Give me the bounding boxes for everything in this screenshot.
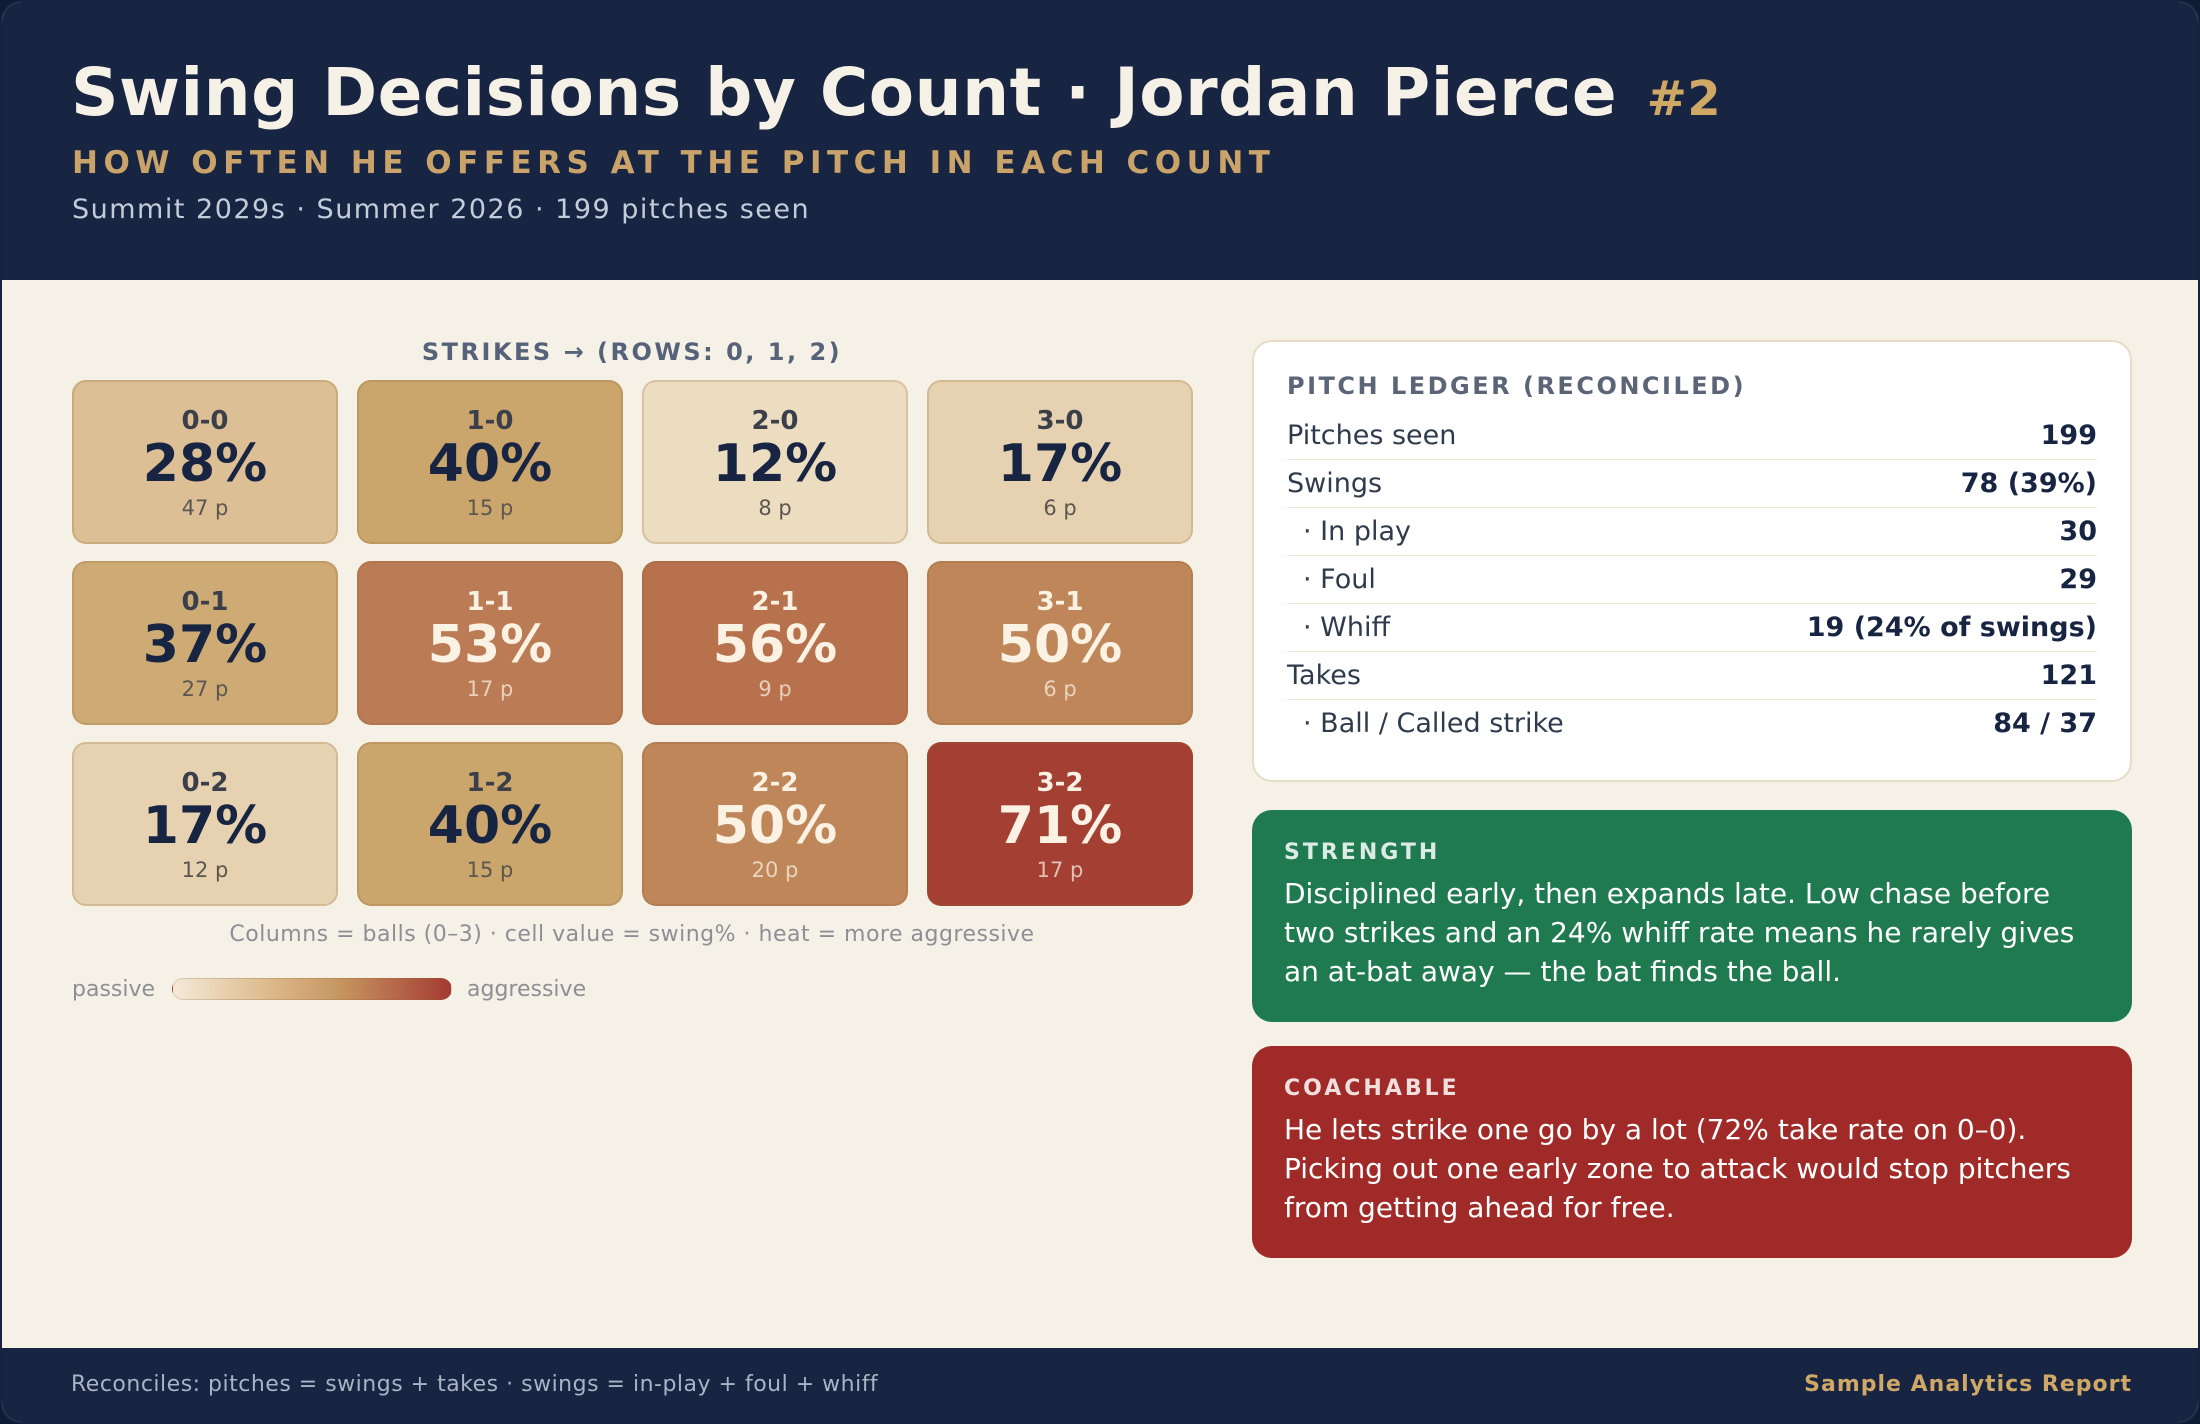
count-label: 0-1 bbox=[181, 587, 229, 617]
count-label: 1-2 bbox=[466, 768, 514, 798]
count-cell-0-1: 0-1 37% 27 p bbox=[72, 561, 338, 725]
ledger-value: 199 bbox=[2040, 420, 2097, 451]
count-cell-2-1: 2-1 56% 9 p bbox=[642, 561, 908, 725]
count-label: 3-0 bbox=[1036, 406, 1084, 436]
ledger-title: PITCH LEDGER (RECONCILED) bbox=[1287, 372, 1747, 400]
count-cell-0-2: 0-2 17% 12 p bbox=[72, 742, 338, 906]
ledger-value: 29 bbox=[2059, 564, 2097, 595]
swing-percent: 53% bbox=[427, 615, 553, 675]
swing-percent: 71% bbox=[997, 796, 1123, 856]
count-label: 2-2 bbox=[751, 768, 799, 798]
swing-percent: 40% bbox=[427, 796, 553, 856]
count-label: 3-1 bbox=[1036, 587, 1084, 617]
count-cell-1-2: 1-2 40% 15 p bbox=[357, 742, 623, 906]
swing-percent: 56% bbox=[712, 615, 838, 675]
pitch-count: 17 p bbox=[466, 677, 514, 701]
pitch-count: 12 p bbox=[181, 858, 229, 882]
ledger-value: 30 bbox=[2059, 516, 2097, 547]
ledger-label: Pitches seen bbox=[1287, 420, 1457, 451]
count-label: 0-2 bbox=[181, 768, 229, 798]
count-label: 1-1 bbox=[466, 587, 514, 617]
ledger-label: Takes bbox=[1287, 660, 1361, 691]
count-label: 1-0 bbox=[466, 406, 514, 436]
swing-percent: 17% bbox=[142, 796, 268, 856]
ledger-label: · Ball / Called strike bbox=[1303, 708, 1564, 739]
swing-percent: 37% bbox=[142, 615, 268, 675]
ledger-row-in-play: · In play 30 bbox=[1287, 508, 2097, 556]
header: Swing Decisions by Count · Jordan Pierce… bbox=[2, 2, 2198, 280]
ledger-label: · Whiff bbox=[1303, 612, 1391, 643]
grid-note: Columns = balls (0–3) · cell value = swi… bbox=[229, 922, 1035, 947]
coachable-card: COACHABLE He lets strike one go by a lot… bbox=[1252, 1046, 2132, 1258]
ledger-value: 84 / 37 bbox=[1993, 708, 2097, 739]
pitch-count: 20 p bbox=[751, 858, 799, 882]
count-label: 2-0 bbox=[751, 406, 799, 436]
heat-legend-bar bbox=[172, 978, 452, 1000]
swing-percent: 50% bbox=[712, 796, 838, 856]
count-cell-1-1: 1-1 53% 17 p bbox=[357, 561, 623, 725]
swing-percent: 17% bbox=[997, 434, 1123, 494]
ledger-value: 121 bbox=[2040, 660, 2097, 691]
pitch-count: 15 p bbox=[466, 858, 514, 882]
pitch-count: 47 p bbox=[181, 496, 229, 520]
ledger-row-foul: · Foul 29 bbox=[1287, 556, 2097, 604]
ledger-value: 78 (39%) bbox=[1960, 468, 2097, 499]
count-cell-3-2: 3-2 71% 17 p bbox=[927, 742, 1193, 906]
pitch-count: 6 p bbox=[1043, 496, 1077, 520]
count-label: 0-0 bbox=[181, 406, 229, 436]
footer-brand: Sample Analytics Report bbox=[1804, 1372, 2132, 1397]
page-meta: Summit 2029s · Summer 2026 · 199 pitches… bbox=[72, 194, 811, 225]
pitch-count: 15 p bbox=[466, 496, 514, 520]
footer: Reconciles: pitches = swings + takes · s… bbox=[2, 1348, 2198, 1422]
count-label: 3-2 bbox=[1036, 768, 1084, 798]
title-text: Swing Decisions by Count · Jordan Pierce bbox=[71, 54, 1618, 131]
ledger-row-takes: Takes 121 bbox=[1287, 652, 2097, 700]
footer-note: Reconciles: pitches = swings + takes · s… bbox=[71, 1372, 879, 1397]
swing-percent: 28% bbox=[142, 434, 268, 494]
coachable-kicker: COACHABLE bbox=[1284, 1076, 1460, 1101]
swing-percent: 50% bbox=[997, 615, 1123, 675]
strength-text: Disciplined early, then expands late. Lo… bbox=[1284, 877, 2075, 988]
page-subtitle: HOW OFTEN HE OFFERS AT THE PITCH IN EACH… bbox=[72, 145, 1276, 181]
pitch-count: 6 p bbox=[1043, 677, 1077, 701]
swing-percent: 12% bbox=[712, 434, 838, 494]
count-label: 2-1 bbox=[751, 587, 799, 617]
pitch-count: 8 p bbox=[758, 496, 792, 520]
count-cell-2-0: 2-0 12% 8 p bbox=[642, 380, 908, 544]
ledger-label: · In play bbox=[1303, 516, 1411, 547]
count-cell-0-0: 0-0 28% 47 p bbox=[72, 380, 338, 544]
player-number: #2 bbox=[1646, 71, 1722, 127]
page-title: Swing Decisions by Count · Jordan Pierce… bbox=[71, 54, 1721, 131]
ledger-value: 19 (24% of swings) bbox=[1806, 612, 2097, 643]
ledger-row-swings: Swings 78 (39%) bbox=[1287, 460, 2097, 508]
pitch-count: 9 p bbox=[758, 677, 792, 701]
swing-percent: 40% bbox=[427, 434, 553, 494]
ledger-row-whiff: · Whiff 19 (24% of swings) bbox=[1287, 604, 2097, 652]
ledger-row-ball-called-strike: · Ball / Called strike 84 / 37 bbox=[1287, 700, 2097, 748]
pitch-ledger: PITCH LEDGER (RECONCILED) Pitches seen 1… bbox=[1252, 340, 2132, 782]
strength-card: STRENGTH Disciplined early, then expands… bbox=[1252, 810, 2132, 1022]
count-cell-3-0: 3-0 17% 6 p bbox=[927, 380, 1193, 544]
pitch-count: 27 p bbox=[181, 677, 229, 701]
legend-high-label: aggressive bbox=[467, 977, 587, 1002]
count-cell-2-2: 2-2 50% 20 p bbox=[642, 742, 908, 906]
grid-title: STRIKES → (ROWS: 0, 1, 2) bbox=[421, 338, 843, 366]
pitch-count: 17 p bbox=[1036, 858, 1084, 882]
ledger-row-pitches: Pitches seen 199 bbox=[1287, 412, 2097, 460]
ledger-label: · Foul bbox=[1303, 564, 1376, 595]
count-cell-3-1: 3-1 50% 6 p bbox=[927, 561, 1193, 725]
legend-low-label: passive bbox=[72, 977, 156, 1002]
strength-kicker: STRENGTH bbox=[1284, 840, 1441, 865]
coachable-text: He lets strike one go by a lot (72% take… bbox=[1284, 1113, 2071, 1224]
count-cell-1-0: 1-0 40% 15 p bbox=[357, 380, 623, 544]
ledger-label: Swings bbox=[1287, 468, 1383, 499]
